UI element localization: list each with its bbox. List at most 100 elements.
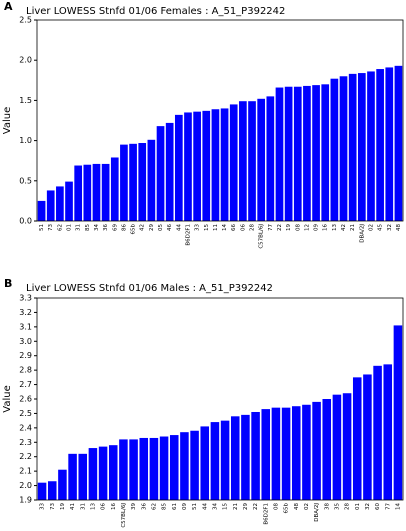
bar [248, 101, 256, 221]
bar [165, 122, 174, 221]
y-tick-label: 2.0 [19, 481, 32, 490]
bar [46, 190, 55, 221]
y-tick-label: 2.0 [19, 56, 32, 65]
bar [302, 404, 311, 500]
y-tick-label: 2.8 [19, 366, 32, 375]
bar [120, 144, 128, 221]
bar [98, 446, 108, 500]
chart-title: Liver LOWESS Stnfd 01/06 Females : A_51_… [26, 6, 285, 17]
bar [159, 436, 169, 500]
bar [332, 394, 342, 500]
y-tick-label: 3.3 [19, 294, 32, 303]
bar [352, 377, 362, 500]
x-tick-label: 77 [268, 224, 274, 231]
bar [68, 453, 77, 500]
bar [74, 165, 83, 221]
x-tick-label: 06 [101, 503, 107, 510]
x-tick-label: 22 [253, 503, 259, 510]
bar [37, 200, 46, 221]
x-tick-label: 32 [365, 503, 371, 510]
bar [56, 186, 64, 221]
bar [266, 96, 275, 221]
x-tick-label: C57BL/6J [121, 503, 127, 528]
bar [229, 104, 238, 221]
y-tick-label: 3.0 [19, 337, 32, 346]
y-tick-label: 3.1 [19, 322, 32, 331]
bar [257, 98, 266, 221]
bar [193, 111, 201, 221]
x-tick-label: 16 [111, 503, 117, 510]
x-tick-label: B6D2F1 [263, 503, 269, 525]
bar [129, 143, 137, 221]
x-tick-label: 62 [151, 503, 157, 510]
x-tick-label: 34 [94, 224, 100, 231]
x-tick-label: 02 [304, 503, 310, 510]
x-tick-label: 28 [345, 503, 351, 510]
x-tick-label: 36 [141, 503, 147, 510]
x-tick-label: 65b [284, 503, 290, 514]
y-tick-label: 2.2 [19, 452, 32, 461]
bar [47, 481, 57, 500]
bar [251, 411, 260, 500]
bar [241, 414, 250, 500]
bar [129, 439, 138, 500]
x-tick-label: 06 [240, 224, 246, 231]
bar [261, 409, 271, 500]
bar [303, 85, 311, 221]
bar [180, 432, 189, 500]
x-tick-label: 13 [90, 503, 96, 510]
bar [138, 143, 147, 221]
x-tick-label: 01 [355, 503, 361, 510]
bar [339, 76, 348, 221]
bar [220, 108, 229, 221]
x-tick-label: 09 [314, 224, 320, 231]
bar [284, 86, 293, 222]
bar [139, 437, 149, 500]
bar [291, 406, 301, 500]
x-tick-label: 41 [70, 503, 76, 510]
y-tick-label: 3.2 [19, 308, 32, 317]
x-tick-label: 31 [80, 503, 86, 510]
x-tick-label: 77 [385, 503, 391, 510]
y-tick-label: 2.3 [19, 438, 32, 447]
y-tick-label: 1.5 [19, 96, 32, 105]
x-tick-label: 15 [204, 224, 210, 231]
x-tick-label: DBA/2J [359, 224, 365, 243]
x-tick-label: 33 [195, 224, 201, 231]
panel-letter: A [4, 0, 13, 13]
x-tick-label: 38 [324, 503, 330, 510]
x-tick-label: 46 [167, 224, 173, 231]
x-tick-label: B6D2F1 [185, 224, 191, 246]
plot-frame [36, 297, 404, 501]
bar [342, 393, 352, 500]
bar [174, 114, 183, 221]
bar [321, 84, 330, 221]
x-tick-label: 34 [212, 503, 218, 510]
y-tick-label: 2.6 [19, 395, 32, 404]
bar [230, 416, 240, 500]
x-tick-label: 39 [131, 503, 137, 510]
x-tick-label: 08 [295, 224, 301, 231]
bar [210, 422, 220, 500]
bar [312, 401, 321, 500]
x-tick-label: 19 [286, 224, 292, 231]
x-tick-label: 21 [350, 224, 356, 231]
bar [293, 86, 302, 222]
bar [376, 69, 384, 221]
bar [92, 163, 101, 221]
bar [119, 439, 128, 500]
x-tick-label: 15 [223, 503, 229, 510]
bar [58, 469, 67, 500]
bar [65, 181, 73, 221]
x-tick-label: DBA/2J [314, 503, 320, 522]
bar [149, 437, 159, 500]
bar [322, 399, 332, 500]
x-tick-label: 31 [76, 224, 82, 231]
bar [108, 445, 118, 500]
x-tick-label: 28 [250, 224, 256, 231]
chart-title: Liver LOWESS Stnfd 01/06 Males : A_51_P3… [26, 283, 273, 294]
y-tick-label: 2.9 [19, 351, 32, 360]
x-tick-label: 86 [121, 224, 127, 231]
x-tick-label: 51 [192, 503, 198, 510]
